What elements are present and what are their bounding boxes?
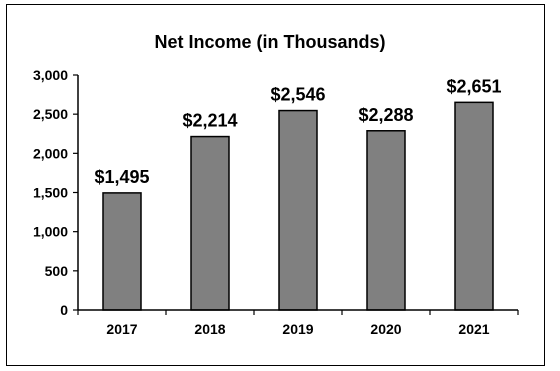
data-labels: $1,495 $2,214 $2,546 $2,288 $2,651	[94, 76, 501, 187]
data-label: $2,214	[182, 111, 237, 131]
x-tick-label: 2018	[194, 321, 225, 337]
bar-2018	[190, 135, 230, 311]
y-tick-label: 0	[60, 302, 68, 318]
x-axis-ticks: 2017 2018 2019 2020 2021	[77, 310, 519, 337]
x-tick-label: 2017	[106, 321, 137, 337]
bar-2020	[366, 130, 406, 311]
x-tick-label: 2021	[458, 321, 489, 337]
y-tick-label: 2,500	[33, 106, 68, 122]
chart-title: Net Income (in Thousands)	[154, 32, 385, 52]
bars	[102, 101, 494, 311]
x-tick-label: 2019	[282, 321, 313, 337]
y-tick-label: 1,500	[33, 185, 68, 201]
x-tick-label: 2020	[370, 321, 401, 337]
y-axis-ticks: 0 500 1,000 1,500 2,000 2,500 3,000	[33, 67, 78, 318]
bar-2021	[454, 101, 494, 311]
y-tick-label: 1,000	[33, 224, 68, 240]
bar-2019	[278, 109, 318, 311]
y-tick-label: 3,000	[33, 67, 68, 83]
data-label: $2,651	[446, 76, 501, 96]
bar-2017	[102, 192, 142, 311]
y-tick-label: 2,000	[33, 145, 68, 161]
data-label: $2,546	[270, 85, 325, 105]
data-label: $1,495	[94, 167, 149, 187]
data-label: $2,288	[358, 105, 413, 125]
y-tick-label: 500	[45, 263, 69, 279]
